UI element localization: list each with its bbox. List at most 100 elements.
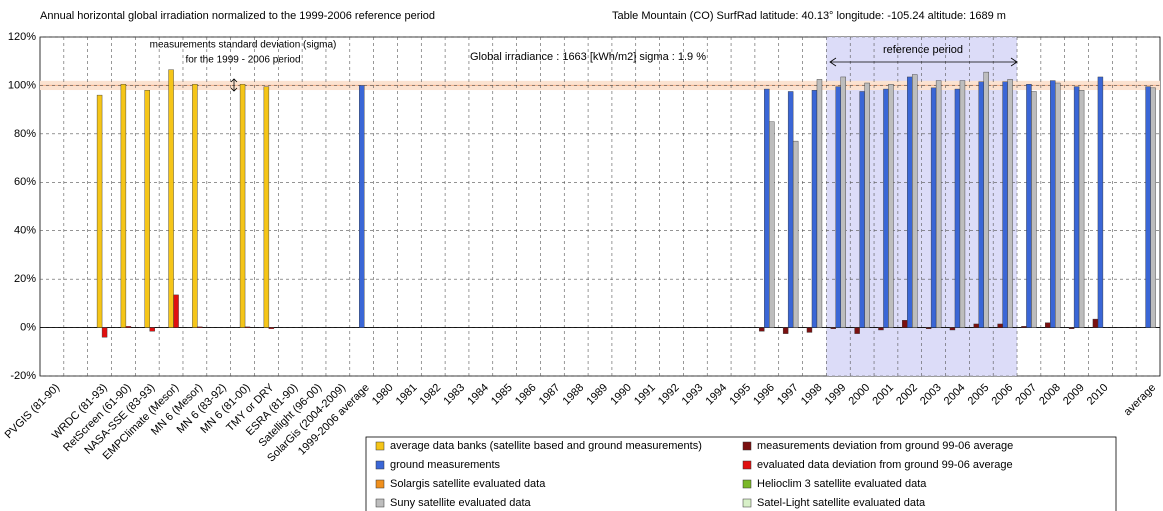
y-tick-label: 100% bbox=[8, 79, 36, 91]
bar bbox=[101, 327, 108, 338]
x-tick-label: 1982 bbox=[418, 382, 444, 408]
bar bbox=[811, 90, 818, 328]
x-tick-label: 1990 bbox=[608, 382, 634, 408]
x-tick-label: 1985 bbox=[489, 382, 515, 408]
x-tick-label: 2010 bbox=[1085, 382, 1111, 408]
bar bbox=[925, 327, 932, 329]
bar bbox=[1026, 84, 1032, 328]
x-tick-label: 1995 bbox=[727, 382, 753, 408]
annotation: Global irradiance : 1663 [kWh/m2] sigma … bbox=[470, 51, 706, 63]
bar bbox=[197, 326, 203, 328]
bar bbox=[1055, 82, 1061, 328]
legend-box bbox=[365, 436, 1117, 511]
x-tick-label: 2001 bbox=[870, 382, 896, 408]
bar bbox=[1145, 86, 1151, 328]
bar bbox=[1021, 326, 1027, 328]
legend-label: Helioclim 3 satellite evaluated data bbox=[757, 478, 927, 490]
x-tick-label: 2003 bbox=[918, 382, 944, 408]
bar bbox=[769, 121, 775, 328]
y-tick-label: 40% bbox=[14, 225, 36, 237]
bar bbox=[878, 327, 884, 331]
legend-label: Satel-Light satellite evaluated data bbox=[757, 497, 926, 509]
bar bbox=[1097, 76, 1104, 328]
x-tick-label: 1992 bbox=[656, 382, 682, 408]
x-tick-label: 1986 bbox=[513, 382, 539, 408]
legend-swatch bbox=[375, 441, 385, 451]
x-tick-label: 2007 bbox=[1013, 382, 1039, 408]
bar bbox=[959, 80, 966, 328]
legend-label: ground measurements bbox=[390, 459, 501, 471]
bar bbox=[268, 327, 275, 329]
bar bbox=[907, 76, 913, 328]
bar bbox=[120, 84, 127, 328]
x-tick-label: 1984 bbox=[465, 382, 491, 408]
x-tick-label: average bbox=[1122, 382, 1159, 419]
bar bbox=[244, 326, 251, 328]
x-tick-label: 2004 bbox=[942, 382, 968, 408]
bar bbox=[830, 327, 836, 329]
bar bbox=[263, 86, 270, 328]
annotation: for the 1999 - 2006 period bbox=[185, 55, 300, 66]
x-tick-label: 2002 bbox=[894, 382, 920, 408]
bar bbox=[96, 94, 103, 328]
x-tick-label: 1989 bbox=[584, 382, 610, 408]
bar bbox=[816, 79, 823, 328]
x-tick-label: 1981 bbox=[394, 382, 420, 408]
legend-swatch bbox=[375, 460, 385, 470]
y-tick-label: 80% bbox=[14, 128, 36, 140]
annotation: reference period bbox=[883, 44, 963, 56]
x-tick-label: 2008 bbox=[1037, 382, 1063, 408]
x-tick-label: 2000 bbox=[847, 382, 873, 408]
bar bbox=[935, 80, 942, 328]
bar bbox=[997, 323, 1003, 328]
x-tick-label: 1999 bbox=[823, 382, 849, 408]
x-tick-label: 1991 bbox=[632, 382, 658, 408]
y-tick-label: 20% bbox=[14, 273, 36, 285]
bar bbox=[144, 90, 150, 328]
x-tick-label: 1988 bbox=[561, 382, 587, 408]
y-tick-label: -20% bbox=[10, 370, 36, 382]
bar bbox=[1073, 86, 1080, 328]
bar bbox=[912, 74, 918, 328]
bar bbox=[888, 84, 894, 328]
x-tick-label: 1983 bbox=[441, 382, 467, 408]
x-tick-label: 1998 bbox=[799, 382, 825, 408]
legend-swatch bbox=[375, 479, 385, 489]
x-tick-label: 2006 bbox=[989, 382, 1015, 408]
chart-title: Annual horizontal global irradiation nor… bbox=[40, 10, 435, 22]
bar bbox=[930, 87, 937, 328]
legend: average data banks (satellite based and … bbox=[365, 436, 1117, 511]
x-tick-label: 1997 bbox=[775, 382, 801, 408]
bar bbox=[1031, 91, 1037, 328]
legend-label: Suny satellite evaluated data bbox=[390, 497, 532, 509]
annotation: measurements standard deviation (sigma) bbox=[150, 40, 337, 51]
x-tick-label: 1980 bbox=[370, 382, 396, 408]
bar bbox=[239, 84, 246, 328]
bar bbox=[787, 91, 794, 328]
bar bbox=[173, 294, 179, 328]
bar bbox=[792, 140, 799, 328]
bar bbox=[1045, 322, 1051, 328]
bar bbox=[1092, 318, 1099, 328]
legend-swatch bbox=[742, 441, 752, 451]
legend-label: average data banks (satellite based and … bbox=[390, 440, 702, 452]
x-tick-label: 2005 bbox=[966, 382, 992, 408]
bar bbox=[854, 327, 860, 334]
bar bbox=[764, 88, 770, 328]
bar bbox=[902, 320, 908, 328]
bar bbox=[835, 86, 841, 328]
y-tick-label: 0% bbox=[20, 321, 36, 333]
legend-swatch bbox=[742, 479, 752, 489]
legend-swatch bbox=[742, 460, 752, 470]
bar bbox=[883, 88, 889, 328]
bar bbox=[978, 81, 984, 328]
bar bbox=[149, 327, 155, 332]
chart-subtitle: Table Mountain (CO) SurfRad latitude: 40… bbox=[612, 10, 1006, 22]
y-tick-label: 60% bbox=[14, 176, 36, 188]
bar bbox=[759, 327, 765, 332]
legend-swatch bbox=[375, 498, 385, 508]
bar bbox=[806, 327, 813, 333]
bar bbox=[125, 326, 132, 328]
legend-label: measurements deviation from ground 99-06… bbox=[757, 440, 1013, 452]
